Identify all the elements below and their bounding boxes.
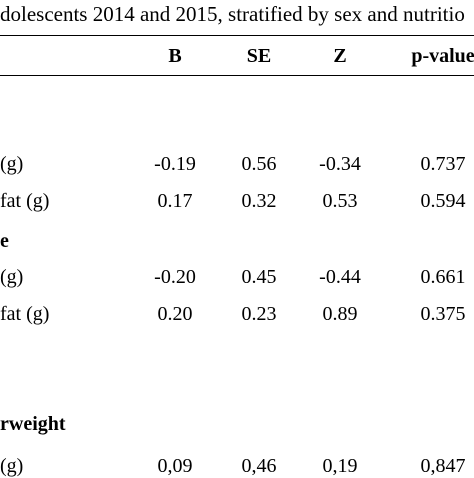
cell-p-value: 0,847 — [420, 455, 466, 477]
cell-b: -0.19 — [154, 153, 196, 175]
cell-p-value: 0.375 — [420, 303, 466, 325]
cell-b: 0.20 — [157, 303, 193, 325]
cell-b: -0.20 — [154, 266, 196, 288]
cell-z: 0.89 — [322, 303, 358, 325]
row-label: (g) — [0, 266, 24, 288]
row-label: (g) — [0, 153, 24, 175]
row-label: (g) — [0, 455, 24, 477]
header-se: SE — [246, 45, 272, 67]
cell-z: 0.53 — [322, 190, 358, 212]
table-top-rule — [0, 35, 474, 36]
row-label: fat (g) — [0, 303, 50, 325]
cell-se: 0,46 — [241, 455, 277, 477]
header-z: Z — [333, 45, 347, 67]
group-label: rweight — [0, 413, 66, 435]
cell-z: -0.34 — [319, 153, 361, 175]
cell-se: 0.56 — [241, 153, 277, 175]
cell-b: 0.17 — [157, 190, 193, 212]
header-b: B — [168, 45, 182, 67]
cell-se: 0.32 — [241, 190, 277, 212]
cell-p-value: 0.737 — [420, 153, 466, 175]
row-label: fat (g) — [0, 190, 50, 212]
cell-p-value: 0.661 — [420, 266, 466, 288]
header-p-value: p-value — [411, 45, 474, 67]
cell-z: -0.44 — [319, 266, 361, 288]
cell-b: 0,09 — [157, 455, 193, 477]
cell-z: 0,19 — [322, 455, 358, 477]
group-label: e — [0, 230, 9, 252]
header-rule — [0, 75, 474, 76]
cell-p-value: 0.594 — [420, 190, 466, 212]
cell-se: 0.45 — [241, 266, 277, 288]
cell-se: 0.23 — [241, 303, 277, 325]
table-caption: dolescents 2014 and 2015, stratified by … — [0, 2, 465, 26]
